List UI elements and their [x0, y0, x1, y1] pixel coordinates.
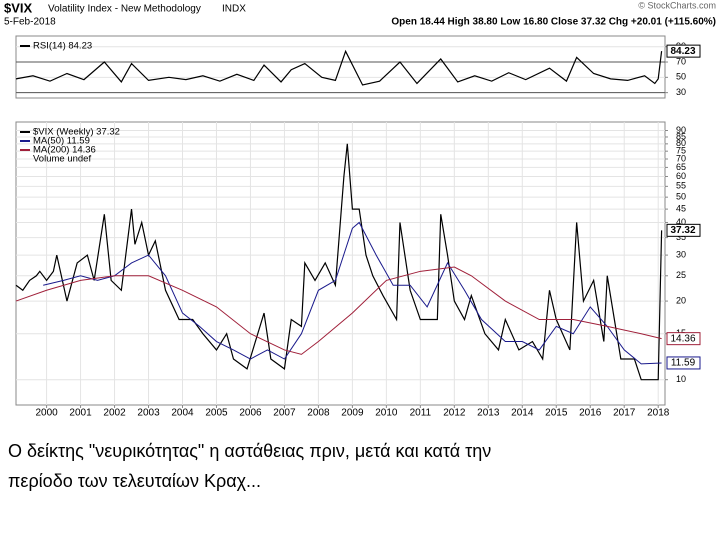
x-tick-label: 2001 [69, 408, 92, 419]
caption-line: περίοδο των τελευταίων Κραχ... [8, 471, 261, 491]
x-tick-label: 2005 [205, 408, 228, 419]
last-value-box [666, 223, 701, 237]
legend-label: MA(50) 11.59 [33, 136, 90, 147]
x-tick-label: 2013 [477, 408, 500, 419]
y-tick-label: 50 [676, 192, 686, 202]
y-tick-label: 40 [676, 217, 686, 227]
y-tick-label: 50 [676, 72, 686, 82]
x-tick-label: 2010 [375, 408, 398, 419]
y-tick-label: 90 [676, 125, 686, 135]
x-tick-label: 2007 [273, 408, 296, 419]
legend-label: Volume undef [33, 154, 91, 165]
y-tick-label: 70 [676, 56, 686, 66]
y-tick-label: 65 [676, 162, 686, 172]
quote: Open 18.44 High 38.80 Low 16.80 Close 37… [391, 17, 716, 28]
index-name: Volatility Index - New Methodology [48, 4, 201, 15]
y-tick-label: 70 [676, 153, 686, 163]
last-value-box [666, 356, 701, 370]
series-line [15, 266, 662, 355]
exchange: INDX [222, 4, 246, 15]
x-tick-label: 2009 [341, 408, 364, 419]
x-tick-label: 2003 [137, 408, 160, 419]
y-tick-label: 80 [676, 138, 686, 148]
legend-label: RSI(14) 84.23 [33, 41, 92, 52]
last-value-label: 14.36 [670, 333, 695, 344]
y-tick-label: 60 [676, 171, 686, 181]
last-value-label: 37.32 [670, 225, 695, 236]
date: 5-Feb-2018 [4, 17, 56, 28]
y-tick-label: 75 [676, 146, 686, 156]
y-tick-label: 25 [676, 270, 686, 280]
last-value-label: 84.23 [670, 46, 695, 57]
y-tick-label: 45 [676, 203, 686, 213]
x-tick-label: 2008 [307, 408, 330, 419]
x-tick-label: 2014 [511, 408, 534, 419]
x-tick-label: 2016 [579, 408, 602, 419]
x-tick-label: 2015 [545, 408, 568, 419]
series-line [15, 49, 663, 86]
x-tick-label: 2000 [35, 408, 58, 419]
series-line [15, 143, 663, 381]
y-tick-label: 55 [676, 181, 686, 191]
last-value-box [666, 332, 701, 346]
y-tick-label: 30 [676, 87, 686, 97]
y-tick-label: 35 [676, 232, 686, 242]
y-tick-label: 30 [676, 249, 686, 259]
last-value-label: 11.59 [671, 358, 696, 369]
x-tick-label: 2017 [613, 408, 636, 419]
x-tick-label: 2006 [239, 408, 262, 419]
credit: © StockCharts.com [638, 0, 716, 10]
last-value-box [666, 44, 701, 58]
symbol: $VIX [4, 0, 33, 15]
y-tick-label: 20 [676, 295, 686, 305]
legend-label: MA(200) 14.36 [33, 145, 96, 156]
x-tick-label: 2011 [410, 408, 432, 419]
caption-line: Ο δείκτης "νευρικότητας" η αστάθειας πρι… [8, 441, 491, 461]
x-tick-label: 2004 [171, 408, 194, 419]
x-tick-label: 2012 [443, 408, 466, 419]
x-tick-label: 2018 [647, 408, 670, 419]
legend-label: $VIX (Weekly) 37.32 [33, 127, 120, 138]
y-tick-label: 10 [676, 374, 686, 384]
series-line [43, 221, 662, 365]
y-tick-label: 85 [676, 131, 686, 141]
x-tick-label: 2002 [103, 408, 126, 419]
